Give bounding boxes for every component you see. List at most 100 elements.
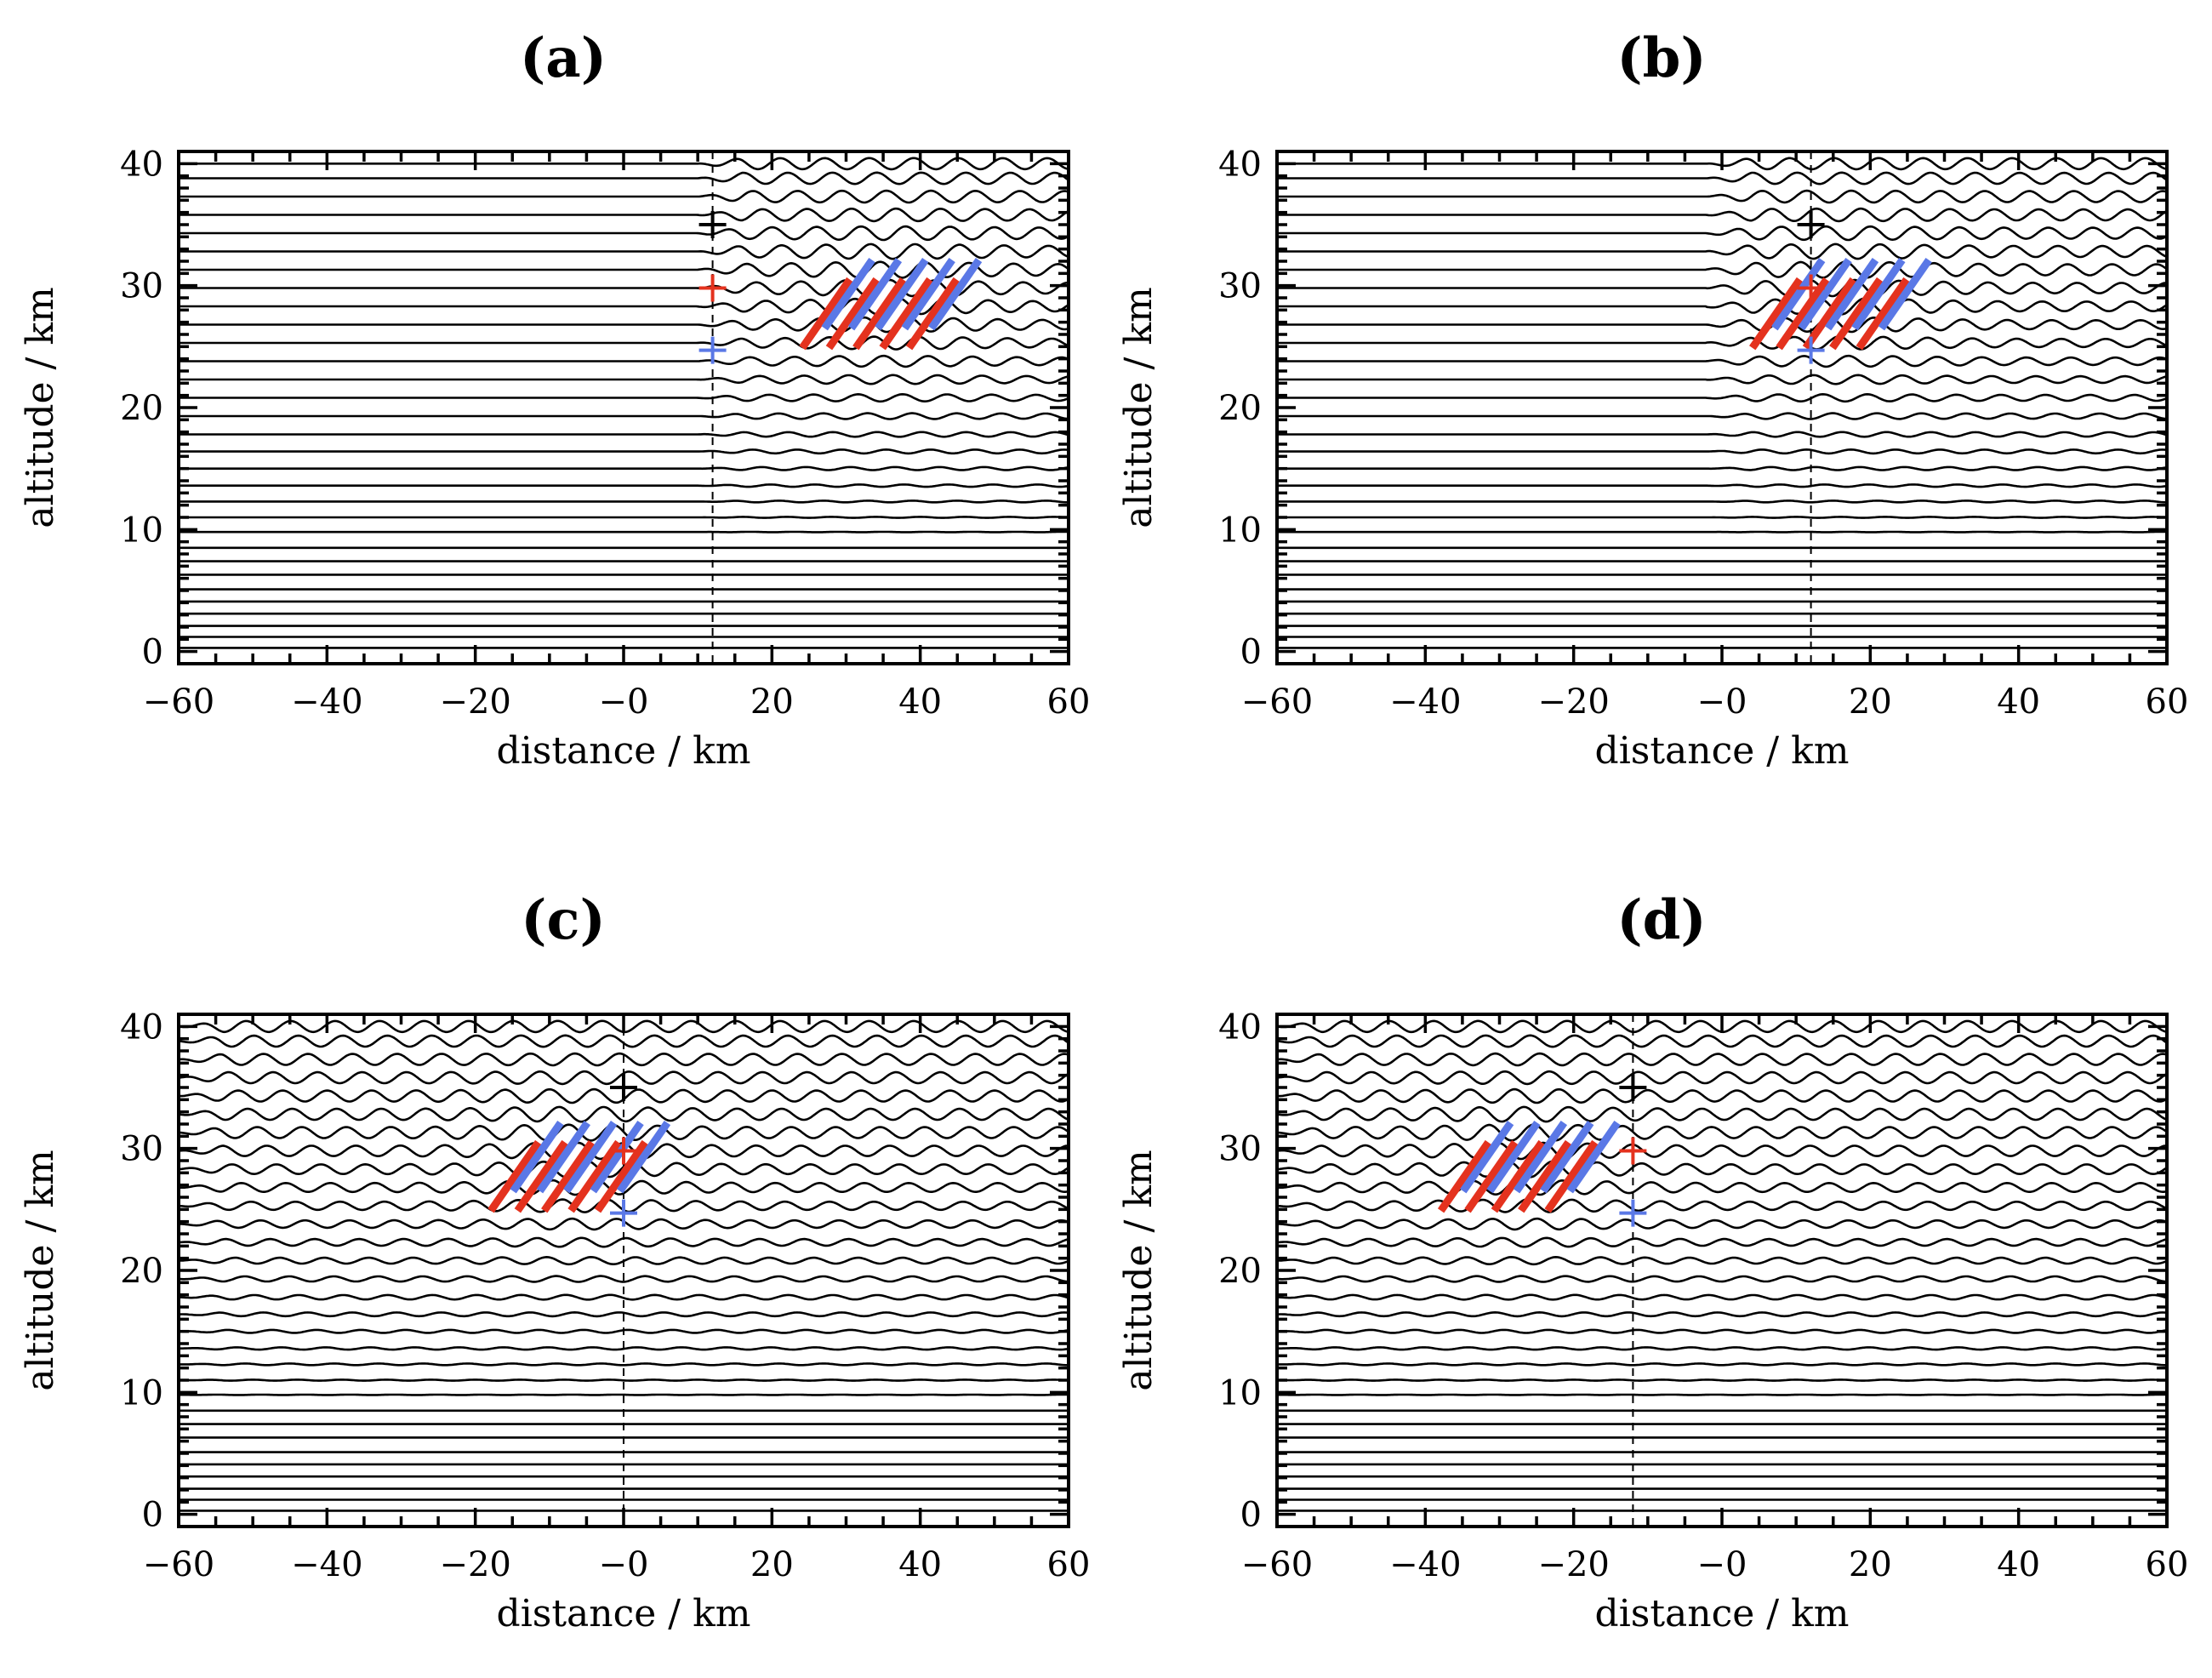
y-tick-label: 40	[120, 145, 163, 184]
isentrope-line	[178, 1052, 1069, 1067]
isentrope-line	[179, 335, 1069, 351]
isentrope-line	[179, 448, 1069, 455]
packet-blue-stroke	[1851, 257, 1906, 331]
isentrope-line	[179, 207, 1069, 223]
y-tick-label: 10	[120, 511, 163, 550]
isentrope-line	[1277, 171, 2168, 185]
y-tick-label: 30	[120, 267, 163, 306]
x-tick-label: 40	[898, 1545, 942, 1584]
isentrope-line	[179, 1362, 1069, 1367]
isentrope-line	[179, 412, 1069, 420]
isentrope-line	[1277, 278, 2167, 298]
isentrope-line	[1276, 1328, 2168, 1334]
x-tick-label: −0	[599, 1545, 649, 1584]
packet-red-stroke	[1776, 277, 1830, 351]
isentrope-line	[1276, 1123, 2168, 1142]
packet-blue-stroke	[1798, 257, 1852, 331]
x-tick-label: −40	[291, 682, 362, 722]
isentrope-line	[1277, 1217, 2168, 1231]
isentrope-line	[1276, 1087, 2168, 1104]
packet-red-stroke	[799, 277, 853, 351]
x-axis-label: distance / km	[497, 729, 751, 773]
isentrope-line	[1276, 1160, 2168, 1179]
panel-title: (a)	[520, 26, 607, 90]
packet-red-stroke	[514, 1139, 568, 1213]
x-tick-label: −60	[143, 1545, 214, 1584]
isentrope-line	[1277, 335, 2168, 351]
packet-blue-stroke	[847, 257, 903, 331]
isentrope-line	[179, 297, 1069, 316]
y-axis-label: altitude / km	[1117, 287, 1160, 528]
y-tick-label: 0	[1240, 633, 1262, 672]
packet-blue-stroke	[510, 1120, 564, 1194]
packet-blue-stroke	[1824, 257, 1879, 331]
isentrope-line	[1277, 189, 2168, 204]
packet-blue-stroke	[536, 1120, 590, 1194]
isentrope-line	[1277, 1255, 2168, 1266]
isentrope-line	[1277, 297, 2168, 316]
isentrope-line	[179, 1310, 1069, 1318]
packet-red-stroke	[1749, 277, 1804, 351]
isentrope-line	[1277, 448, 2168, 455]
isentrope-line	[179, 243, 1069, 260]
x-tick-label: 20	[1849, 1545, 1892, 1584]
isentrope-line	[179, 499, 1069, 504]
isentrope-line	[179, 225, 1069, 242]
x-tick-label: −20	[1537, 682, 1609, 722]
y-tick-label: 30	[1218, 267, 1262, 306]
y-axis-label: altitude / km	[1117, 1150, 1160, 1390]
isentrope-line	[1276, 1141, 2167, 1161]
isentrope-line	[1277, 316, 2168, 334]
isentrope-line	[178, 1123, 1069, 1142]
packet-red-stroke	[1856, 277, 1910, 351]
y-axis-label: altitude / km	[19, 287, 62, 528]
isentrope-line	[179, 431, 1069, 438]
isentrope-line	[179, 483, 1069, 488]
x-tick-label: −60	[1241, 682, 1313, 722]
isentrope-line	[179, 171, 1069, 185]
y-tick-label: 10	[120, 1373, 163, 1413]
isentrope-line	[179, 1346, 1069, 1351]
packet-blue-stroke	[1878, 257, 1932, 331]
packet-blue-stroke	[1566, 1120, 1621, 1194]
x-tick-label: 40	[1997, 1545, 2040, 1584]
x-axis-label: distance / km	[1595, 1592, 1850, 1635]
isentrope-line	[1276, 1179, 2168, 1196]
packet-blue-stroke	[821, 257, 875, 331]
isentrope-line	[1276, 1198, 2168, 1213]
isentrope-line	[179, 392, 1069, 403]
x-tick-label: 60	[2146, 1545, 2189, 1584]
x-tick-label: −0	[599, 682, 649, 722]
isentrope-line	[1277, 392, 2168, 403]
y-tick-label: 40	[120, 1007, 163, 1047]
x-tick-label: −40	[1389, 1545, 1461, 1584]
packet-blue-stroke	[1460, 1120, 1514, 1194]
y-axis-label: altitude / km	[19, 1150, 62, 1390]
isentrope-line	[179, 1378, 1069, 1382]
isentrope-line	[179, 374, 1069, 385]
isentrope-line	[1276, 1070, 2168, 1086]
packet-red-stroke	[1518, 1139, 1572, 1213]
packet-red-stroke	[1829, 277, 1884, 351]
y-tick-label: 20	[120, 1252, 163, 1291]
x-tick-label: −0	[1697, 1545, 1747, 1584]
y-tick-label: 20	[120, 389, 163, 428]
isentrope-line	[1277, 1310, 2168, 1318]
panel-a: (a) −60 −40 −20 −0 20 40 60 0 10 20 30 40 distance / …	[19, 26, 1090, 773]
x-tick-label: −40	[1389, 682, 1461, 722]
packet-blue-stroke	[1771, 257, 1826, 331]
isentrope-line	[179, 189, 1069, 204]
y-tick-label: 0	[142, 1496, 163, 1535]
panel-title: (b)	[1616, 26, 1706, 90]
isentrope-line	[1277, 499, 2167, 504]
isentrope-line	[178, 1293, 1069, 1301]
plot-frame	[177, 150, 1070, 665]
packet-red-stroke	[905, 277, 961, 351]
packet-red-stroke	[852, 277, 907, 351]
isentrope-line	[1276, 1275, 2167, 1283]
y-tick-label: 10	[1218, 1373, 1262, 1413]
isentrope-line	[1277, 412, 2167, 420]
isentrope-line	[1276, 1293, 2168, 1301]
y-tick-label: 40	[1218, 145, 1262, 184]
